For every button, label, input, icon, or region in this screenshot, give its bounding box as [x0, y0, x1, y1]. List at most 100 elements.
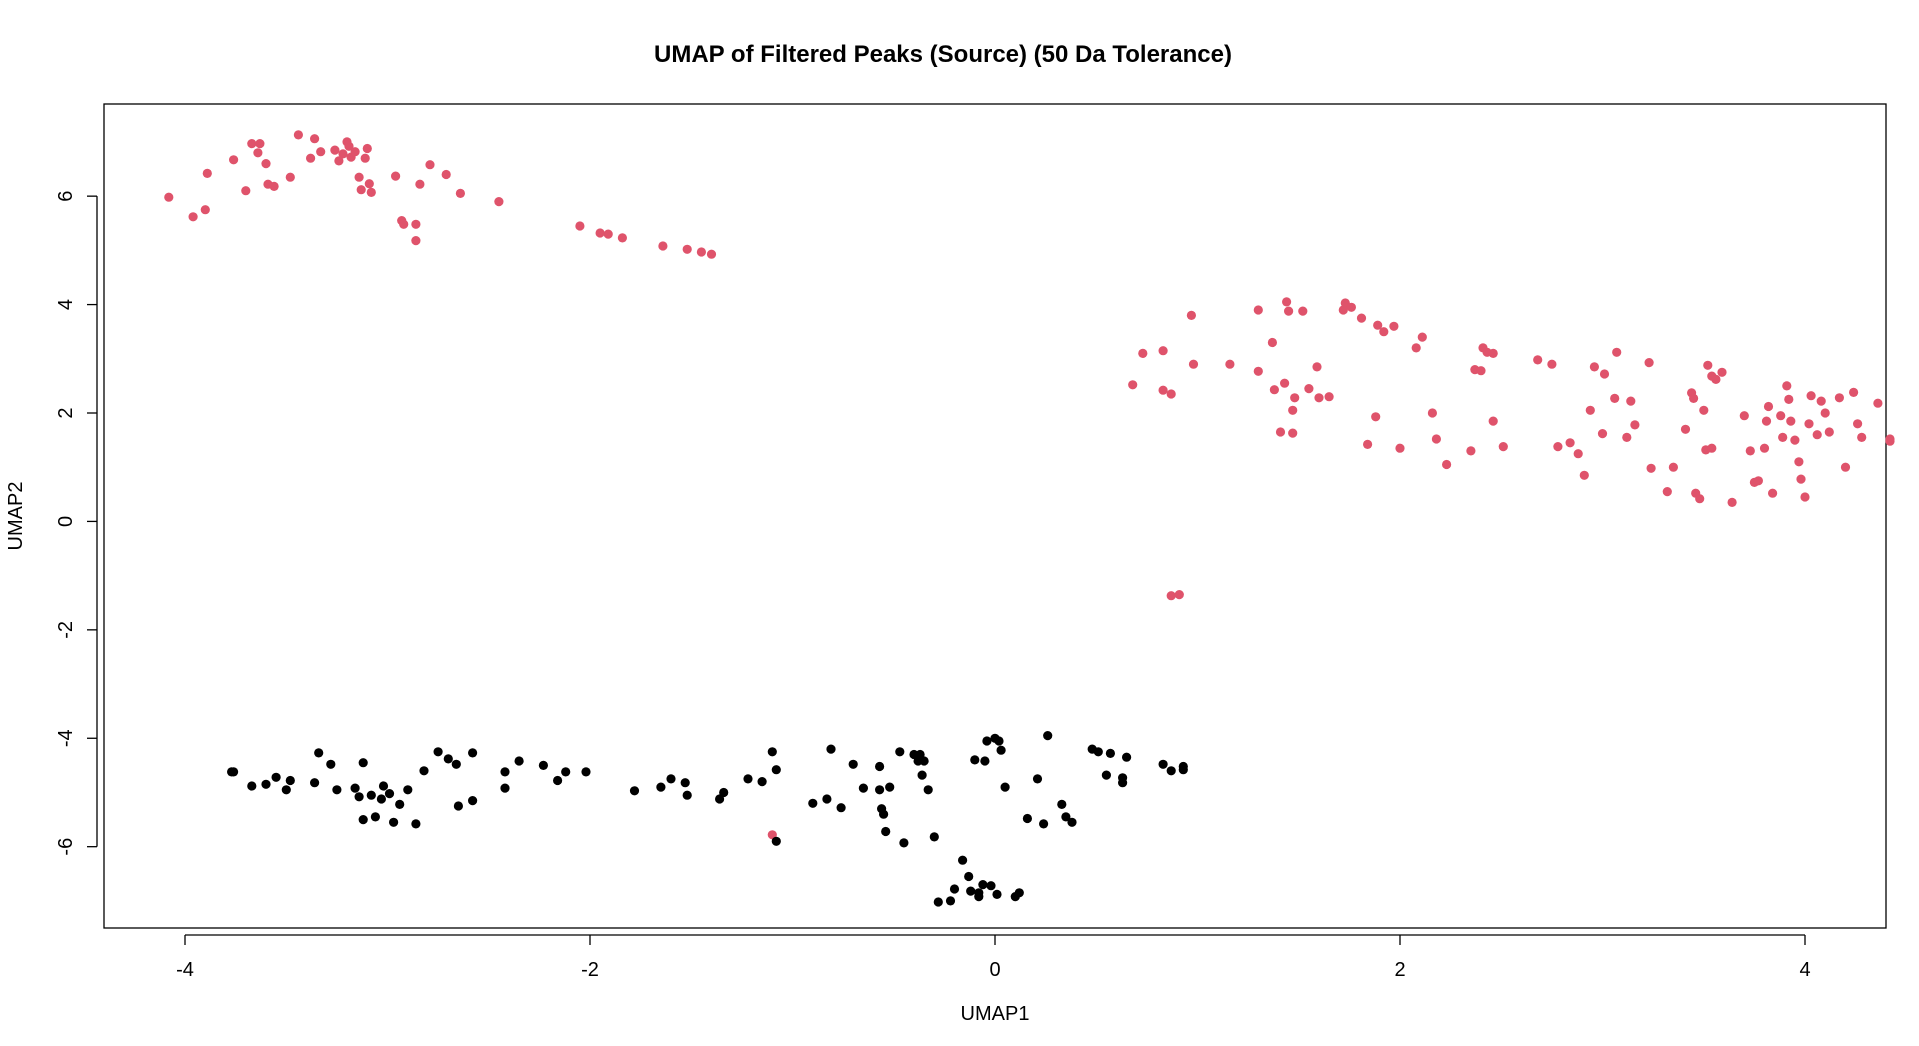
data-point-black	[1118, 778, 1128, 788]
x-tick-label: 0	[989, 959, 1000, 981]
data-point-black	[1166, 766, 1176, 776]
y-tick-label: 4	[55, 299, 77, 310]
data-point-red	[1630, 420, 1640, 430]
data-point-black	[1101, 770, 1111, 780]
data-point-black	[994, 736, 1004, 746]
data-point-black	[808, 798, 818, 808]
data-point-black	[433, 747, 443, 757]
data-point-red	[1745, 446, 1755, 456]
data-point-black	[964, 871, 974, 882]
y-tick-label: -4	[55, 729, 77, 747]
data-point-black	[389, 817, 399, 827]
data-point-red	[1849, 387, 1859, 397]
data-point-red	[1853, 419, 1863, 429]
data-point-black	[879, 809, 889, 819]
data-point-red	[338, 149, 348, 159]
data-point-red	[391, 171, 401, 181]
data-point-red	[1284, 306, 1294, 316]
data-point-red	[1778, 432, 1788, 442]
data-point-black	[929, 832, 939, 842]
data-point-red	[344, 141, 354, 151]
data-point-black	[875, 785, 885, 795]
data-point-black	[666, 774, 676, 784]
data-point-red	[1290, 393, 1300, 403]
data-point-red	[229, 155, 239, 165]
data-point-black	[1158, 759, 1168, 769]
data-point-black	[271, 772, 281, 782]
data-point-red	[1680, 424, 1691, 434]
x-tick-label: 2	[1394, 959, 1405, 981]
y-tick-label: 0	[55, 516, 77, 527]
data-point-black	[332, 785, 342, 795]
data-point-red	[1314, 393, 1324, 403]
data-point-red	[1612, 347, 1622, 357]
data-point-red	[1689, 393, 1699, 403]
data-point-red	[1885, 436, 1895, 446]
data-point-black	[310, 778, 320, 788]
data-point-red	[269, 181, 279, 191]
data-point-black	[933, 897, 943, 907]
data-point-red	[310, 134, 320, 144]
data-point-red	[1668, 462, 1678, 472]
data-point-red	[1573, 449, 1583, 459]
data-point-red	[188, 212, 198, 222]
data-point-red	[1753, 476, 1763, 486]
data-point-red	[411, 236, 421, 246]
data-point-red	[1488, 416, 1498, 426]
data-point-red	[364, 179, 374, 189]
data-point-red	[360, 153, 370, 163]
data-point-red	[1158, 385, 1168, 395]
data-point-black	[1122, 752, 1132, 762]
data-point-red	[1166, 591, 1176, 601]
data-point-red	[1338, 305, 1348, 315]
data-point-red	[1442, 459, 1452, 470]
data-point-red	[575, 221, 585, 231]
x-axis: -4 -2 0 2 4	[176, 934, 1811, 981]
data-point-black	[682, 790, 692, 800]
data-point-red	[1776, 411, 1786, 421]
y-tick-label: -2	[55, 621, 77, 639]
x-tick-label: 4	[1799, 959, 1810, 981]
data-point-red	[617, 233, 628, 243]
data-point-black	[836, 803, 846, 813]
data-point-red	[1304, 384, 1314, 394]
data-point-black	[1043, 731, 1053, 741]
data-point-red	[306, 153, 316, 163]
data-point-red	[1597, 429, 1608, 439]
data-point-black	[1032, 774, 1043, 784]
data-point-black	[358, 815, 368, 825]
data-point-black	[881, 826, 891, 837]
data-point-red	[1804, 419, 1814, 429]
data-point-black	[366, 790, 376, 800]
data-point-red	[1820, 408, 1830, 418]
data-point-black	[538, 760, 549, 771]
data-point-red	[1267, 337, 1277, 348]
data-point-red	[1707, 443, 1717, 453]
data-point-black	[281, 785, 291, 795]
data-point-black	[974, 888, 984, 898]
data-point-red	[356, 185, 366, 195]
data-point-red	[1622, 432, 1632, 442]
plot-frame	[103, 103, 1887, 929]
data-point-red	[316, 147, 326, 157]
data-point-red	[1796, 474, 1806, 484]
data-point-red	[658, 241, 668, 251]
data-point-red	[1761, 416, 1772, 426]
data-point-red	[261, 159, 271, 169]
data-point-black	[1039, 819, 1049, 829]
data-point-black	[378, 781, 389, 791]
data-point-red	[1324, 392, 1334, 402]
data-point-black	[1105, 748, 1115, 759]
data-point-red	[455, 188, 465, 198]
data-point-black	[629, 786, 640, 796]
data-point-red	[1768, 488, 1778, 498]
data-point-red	[1699, 405, 1709, 415]
data-point-black	[354, 792, 364, 802]
data-point-black	[561, 767, 571, 777]
data-point-black	[553, 775, 563, 786]
data-point-black	[403, 785, 413, 795]
data-point-red	[411, 219, 421, 229]
data-point-red	[1312, 362, 1322, 372]
y-tick-label: 2	[55, 407, 77, 418]
